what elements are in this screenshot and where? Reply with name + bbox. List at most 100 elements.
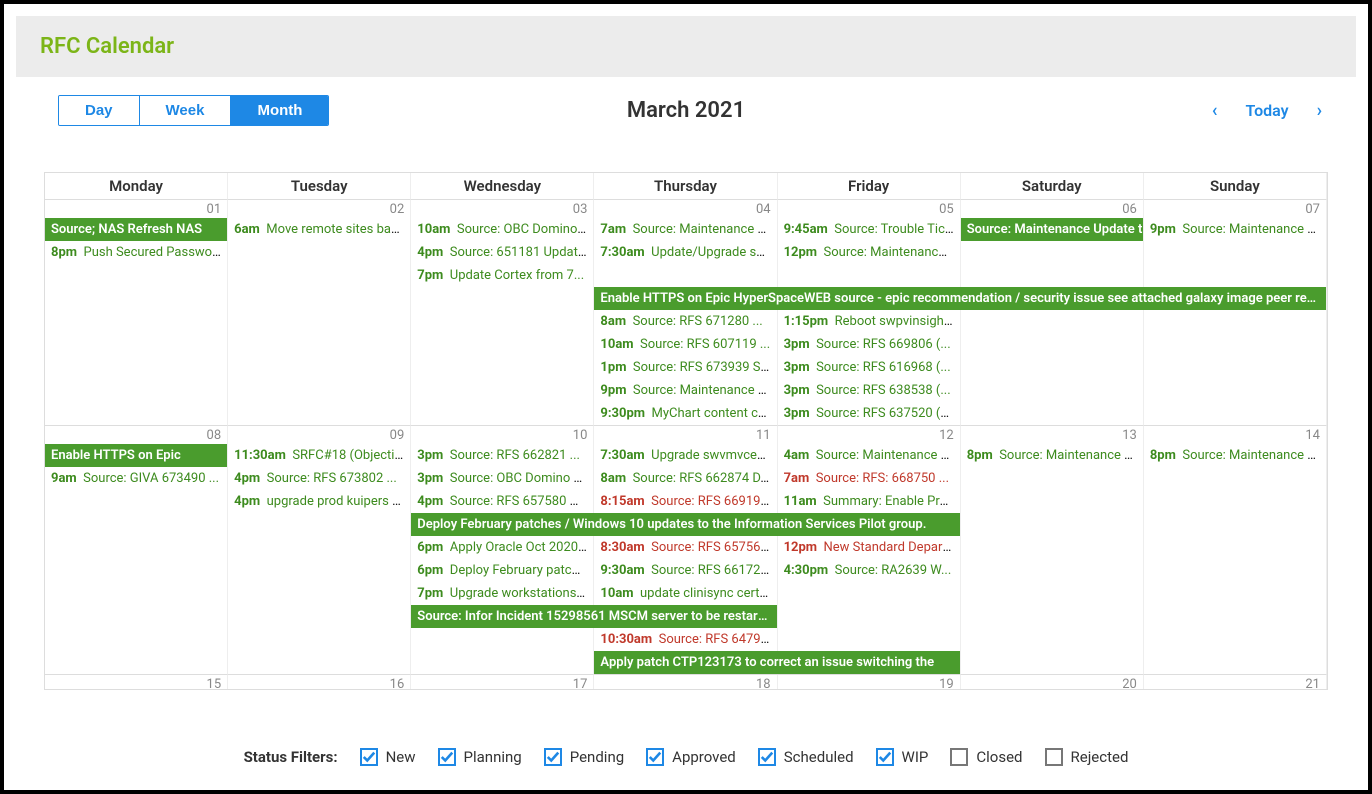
filter-closed[interactable]: Closed: [950, 748, 1022, 766]
checkbox-icon[interactable]: [876, 748, 894, 766]
event-banner[interactable]: Source; NAS Refresh NAS: [45, 218, 227, 241]
calendar-event[interactable]: 1pm Source: RFS 673939 S...: [594, 356, 776, 379]
day-cell: [1144, 628, 1327, 651]
calendar-event[interactable]: 10am Source: RFS 607119 ...: [594, 333, 776, 356]
day-number: 20: [1122, 677, 1137, 690]
calendar-event[interactable]: 7:30am Upgrade swvmvcen...: [594, 444, 776, 467]
calendar-event[interactable]: 3pm Source: RFS 637520 (J...: [778, 402, 960, 425]
calendar-event[interactable]: 8am Source: RFS 671280 ...: [594, 310, 776, 333]
calendar-event[interactable]: 1:15pm Reboot swpvinsight...: [778, 310, 960, 333]
day-cell: 06Source: Maintenance Update the Exchang…: [961, 200, 1144, 287]
filter-scheduled[interactable]: Scheduled: [758, 748, 854, 766]
event-banner[interactable]: Enable HTTPS on Epic HyperSpaceWEB sourc…: [594, 287, 1326, 310]
today-button[interactable]: Today: [1245, 101, 1288, 120]
calendar-event[interactable]: 6pm Apply Oracle Oct 2020...: [411, 536, 593, 559]
calendar-event[interactable]: 3pm Source: RFS 638538 (...: [778, 379, 960, 402]
checkbox-icon[interactable]: [360, 748, 378, 766]
calendar-event[interactable]: 8pm Push Secured Passwor...: [45, 241, 227, 264]
calendar-event[interactable]: 8am Source: RFS 662874 D...: [594, 467, 776, 490]
day-cell: [411, 310, 594, 426]
calendar-event[interactable]: 4pm Source: RFS 657580 W...: [411, 490, 593, 513]
checkbox-icon[interactable]: [950, 748, 968, 766]
event-banner[interactable]: Source: Infor Incident 15298561 MSCM ser…: [411, 605, 776, 628]
day-cell: [411, 628, 594, 651]
calendar-event[interactable]: 7pm Upgrade workstations ...: [411, 582, 593, 605]
checkbox-icon[interactable]: [758, 748, 776, 766]
event-banner[interactable]: Enable HTTPS on Epic: [45, 444, 227, 467]
calendar-event[interactable]: 8pm Source: Maintenance U...: [1144, 444, 1326, 467]
calendar-event[interactable]: 11:30am SRFC#18 (Objecti...: [228, 444, 410, 467]
day-header: Monday: [45, 173, 228, 200]
calendar-event[interactable]: 9pm Source: Maintenance U...: [1144, 218, 1326, 241]
view-week-button[interactable]: Week: [139, 96, 231, 125]
calendar-event[interactable]: 11am Summary: Enable Pro...: [778, 490, 960, 513]
nav-controls: ‹ Today ›: [1212, 100, 1344, 121]
filter-new[interactable]: New: [360, 748, 416, 766]
calendar-event[interactable]: 9:45am Source: Trouble Tick...: [778, 218, 960, 241]
calendar-event[interactable]: 3pm Source: RFS 669806 (...: [778, 333, 960, 356]
day-number: 15: [207, 677, 222, 690]
calendar-event[interactable]: 7am Source: Maintenance C...: [594, 218, 776, 241]
calendar-toolbar: Day Week Month March 2021 ‹ Today ›: [4, 77, 1368, 136]
filter-planning[interactable]: Planning: [438, 748, 522, 766]
filter-approved[interactable]: Approved: [646, 748, 736, 766]
checkbox-icon[interactable]: [544, 748, 562, 766]
calendar-event[interactable]: 4pm Source: RFS 673802 ...: [228, 467, 410, 490]
day-cell: Apply patch CTP123173 to correct an issu…: [594, 651, 960, 675]
calendar-event[interactable]: 6am Move remote sites bac...: [228, 218, 410, 241]
day-cell: 08Enable HTTPS on Epic9am Source: GIVA 6…: [45, 426, 228, 513]
day-header: Sunday: [1144, 173, 1327, 200]
checkbox-icon[interactable]: [438, 748, 456, 766]
day-cell: [45, 605, 228, 628]
calendar-event[interactable]: 3pm Source: RFS 662821 ...: [411, 444, 593, 467]
filter-wip[interactable]: WIP: [876, 748, 929, 766]
calendar-scroll[interactable]: MondayTuesdayWednesdayThursdayFridaySatu…: [44, 172, 1328, 690]
calendar-event[interactable]: 4:30pm Source: RA2639 W...: [778, 559, 960, 582]
calendar-event[interactable]: 7:30am Update/Upgrade sw...: [594, 241, 776, 264]
event-banner[interactable]: Deploy February patches / Windows 10 upd…: [411, 513, 959, 536]
day-number: 12: [939, 428, 954, 443]
calendar-event[interactable]: 8pm Source: Maintenance U...: [961, 444, 1143, 467]
day-number: 11: [756, 428, 771, 443]
calendar-event[interactable]: 4am Source: Maintenance C...: [778, 444, 960, 467]
day-cell: [228, 513, 411, 536]
day-number: 14: [1305, 428, 1320, 443]
day-cell: [961, 628, 1144, 651]
checkbox-icon[interactable]: [1045, 748, 1063, 766]
event-banner[interactable]: Source: Maintenance Update the Exchange …: [961, 218, 1144, 241]
calendar-event[interactable]: 6pm Deploy February patch...: [411, 559, 593, 582]
calendar-event[interactable]: 9:30am Source: RFS 66172...: [594, 559, 776, 582]
calendar-event[interactable]: 10am Source: OBC Domino ...: [411, 218, 593, 241]
prev-icon[interactable]: ‹: [1212, 100, 1218, 121]
day-number: 05: [939, 202, 954, 217]
calendar-event[interactable]: 9am Source: GIVA 673490 ...: [45, 467, 227, 490]
filter-rejected[interactable]: Rejected: [1045, 748, 1129, 766]
calendar-event[interactable]: 9:30pm MyChart content ch...: [594, 402, 776, 425]
day-header: Thursday: [594, 173, 777, 200]
calendar-event[interactable]: 10am update clinisync certif...: [594, 582, 776, 605]
calendar-event[interactable]: 3pm Source: RFS 616968 (...: [778, 356, 960, 379]
calendar-event[interactable]: 12pm Source: Maintenance ...: [778, 241, 960, 264]
filter-pending[interactable]: Pending: [544, 748, 624, 766]
day-number: 03: [573, 202, 588, 217]
view-month-button[interactable]: Month: [230, 96, 328, 125]
calendar-event[interactable]: 12pm New Standard Depart...: [778, 536, 960, 559]
calendar-event[interactable]: 8:30am Source: RFS 65756...: [594, 536, 776, 559]
day-cell: 148pm Source: Maintenance U...: [1144, 426, 1327, 513]
calendar-event[interactable]: 8:15am Source: RFS 66919...: [594, 490, 776, 513]
event-banner[interactable]: Apply patch CTP123173 to correct an issu…: [594, 651, 959, 674]
day-cell: [45, 536, 228, 605]
view-day-button[interactable]: Day: [59, 96, 139, 125]
calendar-event[interactable]: 4pm Source: 651181 Updat...: [411, 241, 593, 264]
calendar-event[interactable]: 3pm Source: OBC Domino P...: [411, 467, 593, 490]
next-icon[interactable]: ›: [1317, 100, 1322, 121]
calendar-event[interactable]: 10:30am Source: RFS 6479...: [594, 628, 776, 651]
day-cell: 17: [411, 675, 594, 690]
calendar-event[interactable]: 7pm Update Cortex from 7...: [411, 264, 593, 287]
calendar-event[interactable]: 7am Source: RFS: 668750 ...: [778, 467, 960, 490]
day-cell: [1144, 310, 1327, 426]
calendar-event[interactable]: 9pm Source: Maintenance Z...: [594, 379, 776, 402]
checkbox-icon[interactable]: [646, 748, 664, 766]
filter-label: WIP: [902, 748, 929, 766]
calendar-event[interactable]: 4pm upgrade prod kuipers s...: [228, 490, 410, 513]
